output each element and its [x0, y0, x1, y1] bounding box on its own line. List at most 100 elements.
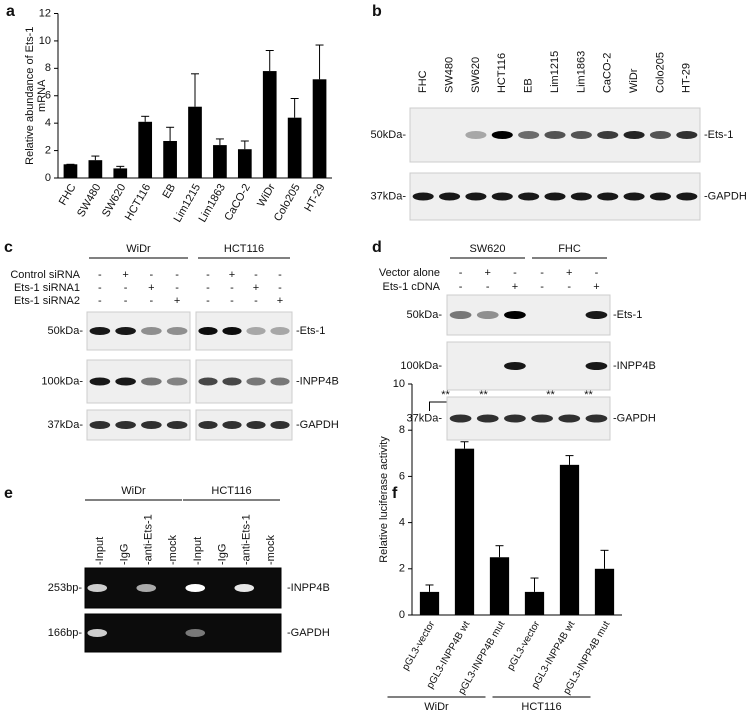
y-axis-label: Relative luciferase activity [378, 436, 390, 563]
band [234, 584, 255, 592]
band [570, 131, 592, 139]
bar [419, 591, 440, 615]
lane-label: EB [523, 78, 535, 93]
y-tick-label: 2 [45, 144, 51, 156]
band [185, 584, 206, 592]
band [449, 414, 472, 423]
error-bar [315, 44, 324, 80]
band [222, 421, 242, 429]
sign: - [567, 281, 571, 293]
bar [454, 448, 475, 615]
sign: + [253, 282, 259, 294]
target-label: -Ets-1 [613, 309, 642, 321]
bar [188, 106, 202, 178]
band [676, 192, 698, 201]
error-bar [240, 140, 249, 150]
sign: - [540, 267, 544, 279]
panel-label: e [4, 485, 13, 502]
error-bar [600, 549, 609, 569]
group-label: WiDr [424, 701, 449, 713]
group-label: FHC [558, 243, 581, 255]
sign: - [206, 295, 210, 307]
error-bar [290, 97, 299, 118]
band [412, 192, 434, 201]
y-tick-label: 4 [399, 517, 405, 529]
sign: - [278, 282, 282, 294]
target-label: -GAPDH [704, 190, 747, 202]
band [166, 327, 188, 335]
sign: - [98, 295, 102, 307]
sign: - [150, 295, 154, 307]
sign: + [277, 295, 283, 307]
lane-label: FHC [417, 70, 429, 93]
sign: - [206, 282, 210, 294]
y-tick-label: 0 [399, 609, 405, 621]
y-tick-label: 8 [399, 424, 405, 436]
size-label: 37kDa- [48, 419, 84, 431]
band [87, 629, 108, 637]
band [439, 192, 461, 201]
target-label: -Ets-1 [704, 129, 733, 141]
size-label: 253bp- [48, 582, 83, 594]
band [198, 421, 218, 429]
lane-label: -mock [167, 535, 179, 565]
sign: - [124, 295, 128, 307]
band [89, 421, 111, 429]
bar [312, 79, 327, 178]
bar [489, 557, 510, 615]
target-label: -INPP4B [613, 360, 656, 372]
band [504, 362, 526, 370]
band [649, 192, 671, 201]
size-label: 37kDa- [407, 412, 443, 424]
lane-label: -IgG [118, 544, 130, 565]
sign: - [595, 267, 599, 279]
panel-label: b [372, 3, 382, 20]
sign: - [175, 269, 179, 281]
band [89, 377, 111, 386]
bar [237, 149, 252, 178]
y-tick-label: 2 [399, 563, 405, 575]
condition-label: Control siRNA [10, 269, 80, 281]
panel-label: a [6, 3, 15, 20]
size-label: 166bp- [48, 627, 83, 639]
significance-label: ** [479, 389, 488, 401]
band [198, 377, 218, 386]
band [270, 327, 290, 335]
lane-label: Lim1215 [549, 51, 561, 93]
band [597, 131, 619, 139]
error-bar [265, 50, 274, 72]
y-tick-label: 10 [39, 35, 51, 47]
band [198, 327, 218, 335]
band [222, 327, 242, 335]
lane-label: Lim1863 [575, 51, 587, 93]
lane-label: CaCO-2 [602, 53, 614, 93]
lane-label: WiDr [628, 68, 640, 93]
band [89, 327, 111, 335]
band [476, 311, 499, 319]
bar [559, 464, 580, 615]
band [141, 421, 162, 429]
x-tick-label: pGL3-vector [505, 619, 542, 673]
sign: - [98, 282, 102, 294]
y-tick-label: 12 [39, 7, 51, 19]
band [676, 131, 698, 139]
band [185, 629, 206, 637]
significance-label: ** [546, 389, 555, 401]
band [585, 414, 608, 423]
sign: - [150, 269, 154, 281]
band [491, 131, 513, 139]
x-tick-label: pGL3-vector [400, 619, 437, 673]
group-label: HCT116 [211, 485, 251, 497]
error-bar [215, 138, 224, 146]
error-bar [425, 584, 434, 592]
size-label: 50kDa- [407, 309, 443, 321]
band [544, 192, 566, 201]
y-tick-label: 6 [45, 90, 51, 102]
band [115, 377, 136, 386]
bar [88, 160, 103, 178]
sign: - [230, 282, 234, 294]
sign: - [254, 269, 258, 281]
bar [287, 117, 302, 178]
lane-label: Colo205 [654, 52, 666, 93]
